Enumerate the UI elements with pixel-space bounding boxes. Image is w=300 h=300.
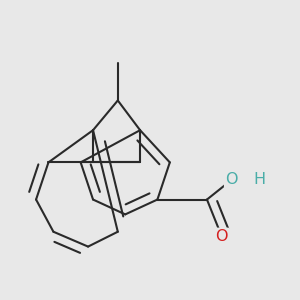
Text: H: H [253, 172, 265, 187]
Text: O: O [216, 229, 228, 244]
Text: O: O [226, 172, 238, 187]
